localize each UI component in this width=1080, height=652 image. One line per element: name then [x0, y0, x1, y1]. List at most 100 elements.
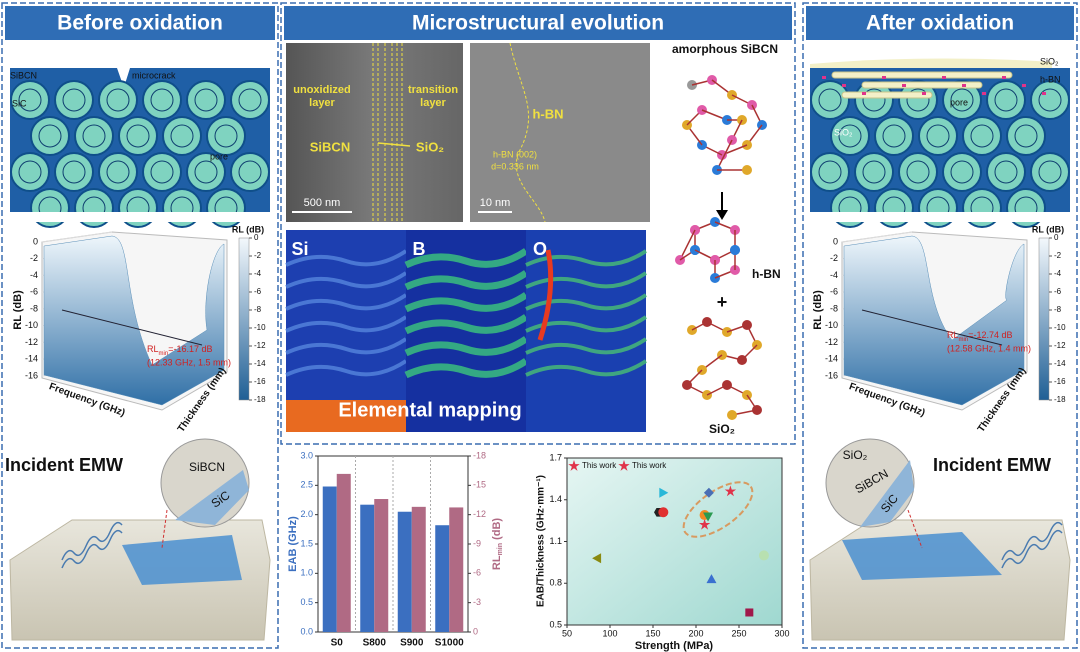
y-tick-label: 3.0 — [300, 450, 313, 460]
sic-core — [214, 124, 238, 148]
hbn-dot — [942, 76, 946, 79]
sic-fiber — [74, 116, 114, 156]
point — [659, 487, 669, 498]
map-band — [285, 293, 408, 311]
point — [745, 608, 754, 617]
rl: RL — [947, 330, 959, 340]
rl-sub: min — [497, 543, 504, 555]
axis-label: RL (dB) — [812, 290, 824, 330]
sic-core — [906, 88, 930, 112]
label: layer — [309, 97, 335, 109]
z-tick-label: -8 — [830, 303, 838, 313]
colorbar — [238, 237, 250, 401]
map-panel — [286, 230, 406, 432]
colorbar-tick-label: -16 — [254, 377, 266, 386]
sic-core — [38, 124, 62, 148]
colorbar-tick-label: -18 — [254, 395, 266, 404]
sic-core — [62, 160, 86, 184]
colorbar-tick-label: -8 — [1054, 305, 1062, 314]
rl-sub: min — [959, 337, 969, 343]
sic-fiber — [918, 116, 958, 156]
bottom-mask — [10, 212, 272, 222]
point — [658, 507, 669, 518]
sic-core — [1014, 124, 1038, 148]
label: pore — [210, 151, 228, 161]
rl-line — [61, 309, 203, 346]
y2-tick-label: -6 — [473, 568, 481, 578]
hbn-dot — [922, 92, 926, 95]
bond — [679, 229, 696, 261]
map-band — [404, 270, 528, 291]
label: 10 nm — [480, 197, 511, 209]
sic-fiber — [1030, 152, 1070, 192]
hbn-dot — [842, 84, 846, 87]
sic-core — [838, 124, 862, 148]
hbn-dot — [822, 76, 826, 79]
sic-core — [1038, 88, 1062, 112]
o-streak — [537, 249, 554, 341]
hbn-dot — [1022, 84, 1026, 87]
z-tick-label: -12 — [25, 337, 38, 347]
z-tick-label: -2 — [30, 253, 38, 263]
hbn-dot — [982, 92, 986, 95]
label: amorphous SiBCN — [672, 42, 778, 56]
emw-title: Incident EMW — [933, 455, 1051, 475]
sic-fiber — [206, 116, 246, 156]
arrow — [377, 142, 411, 147]
label: SiBCN — [10, 70, 37, 80]
sic-core — [818, 88, 842, 112]
sic-fiber — [162, 116, 202, 156]
sic-core — [194, 88, 218, 112]
tem-image — [286, 43, 463, 222]
sic-core — [970, 124, 994, 148]
sic-fiber — [10, 152, 50, 192]
y2-tick-label: -12 — [473, 509, 486, 519]
label: unoxidized — [293, 84, 350, 96]
sic-core — [62, 88, 86, 112]
sic-fiber — [230, 152, 270, 192]
z-tick-label: 0 — [833, 236, 838, 246]
sic-fiber — [942, 152, 982, 192]
colorbar-tick-label: -16 — [1054, 377, 1066, 386]
label: SiBCN — [310, 139, 350, 154]
wave — [1001, 529, 1063, 569]
map-band — [404, 314, 528, 335]
tem-image — [470, 43, 650, 222]
sic-fiber — [54, 152, 94, 192]
sic-fiber — [142, 152, 182, 192]
label: SiC — [12, 98, 27, 108]
sic-fiber — [142, 80, 182, 120]
map-band — [525, 249, 648, 267]
colorbar-tick-label: -10 — [254, 323, 266, 332]
map-band — [285, 337, 408, 355]
sic-fiber — [810, 152, 850, 192]
colorbar-tick-label: -2 — [254, 251, 262, 260]
hbn-dot — [1002, 76, 1006, 79]
sic-fiber — [118, 116, 158, 156]
highlight — [682, 481, 754, 538]
colorbar-tick-label: -2 — [1054, 251, 1062, 260]
z-tick-label: 0 — [33, 236, 38, 246]
z-tick-label: -6 — [830, 287, 838, 297]
label: d=0.336 nm — [491, 161, 539, 171]
y2-tick-label: -18 — [473, 450, 486, 460]
rl-detail: (12.58 GHz, 1.4 mm) — [947, 343, 1031, 353]
atom — [730, 245, 740, 255]
map-band — [525, 337, 648, 355]
label: SiO₂ — [834, 127, 853, 137]
label: microcrack — [132, 70, 176, 80]
sic-fiber — [186, 80, 226, 120]
y-tick-label: 0.8 — [549, 578, 562, 588]
y-tick-label: 1.5 — [300, 538, 313, 548]
sic-fiber — [230, 80, 270, 120]
label: h-BN (002) — [493, 149, 537, 159]
sic-core — [106, 160, 130, 184]
atom — [727, 410, 737, 420]
sic-core — [126, 124, 150, 148]
coating — [122, 535, 242, 585]
colorbar-tick-label: -12 — [1054, 341, 1066, 350]
panel-title: After oxidation — [866, 12, 1014, 35]
colorbar-tick-label: -18 — [1054, 395, 1066, 404]
z-tick-label: -4 — [30, 270, 38, 280]
